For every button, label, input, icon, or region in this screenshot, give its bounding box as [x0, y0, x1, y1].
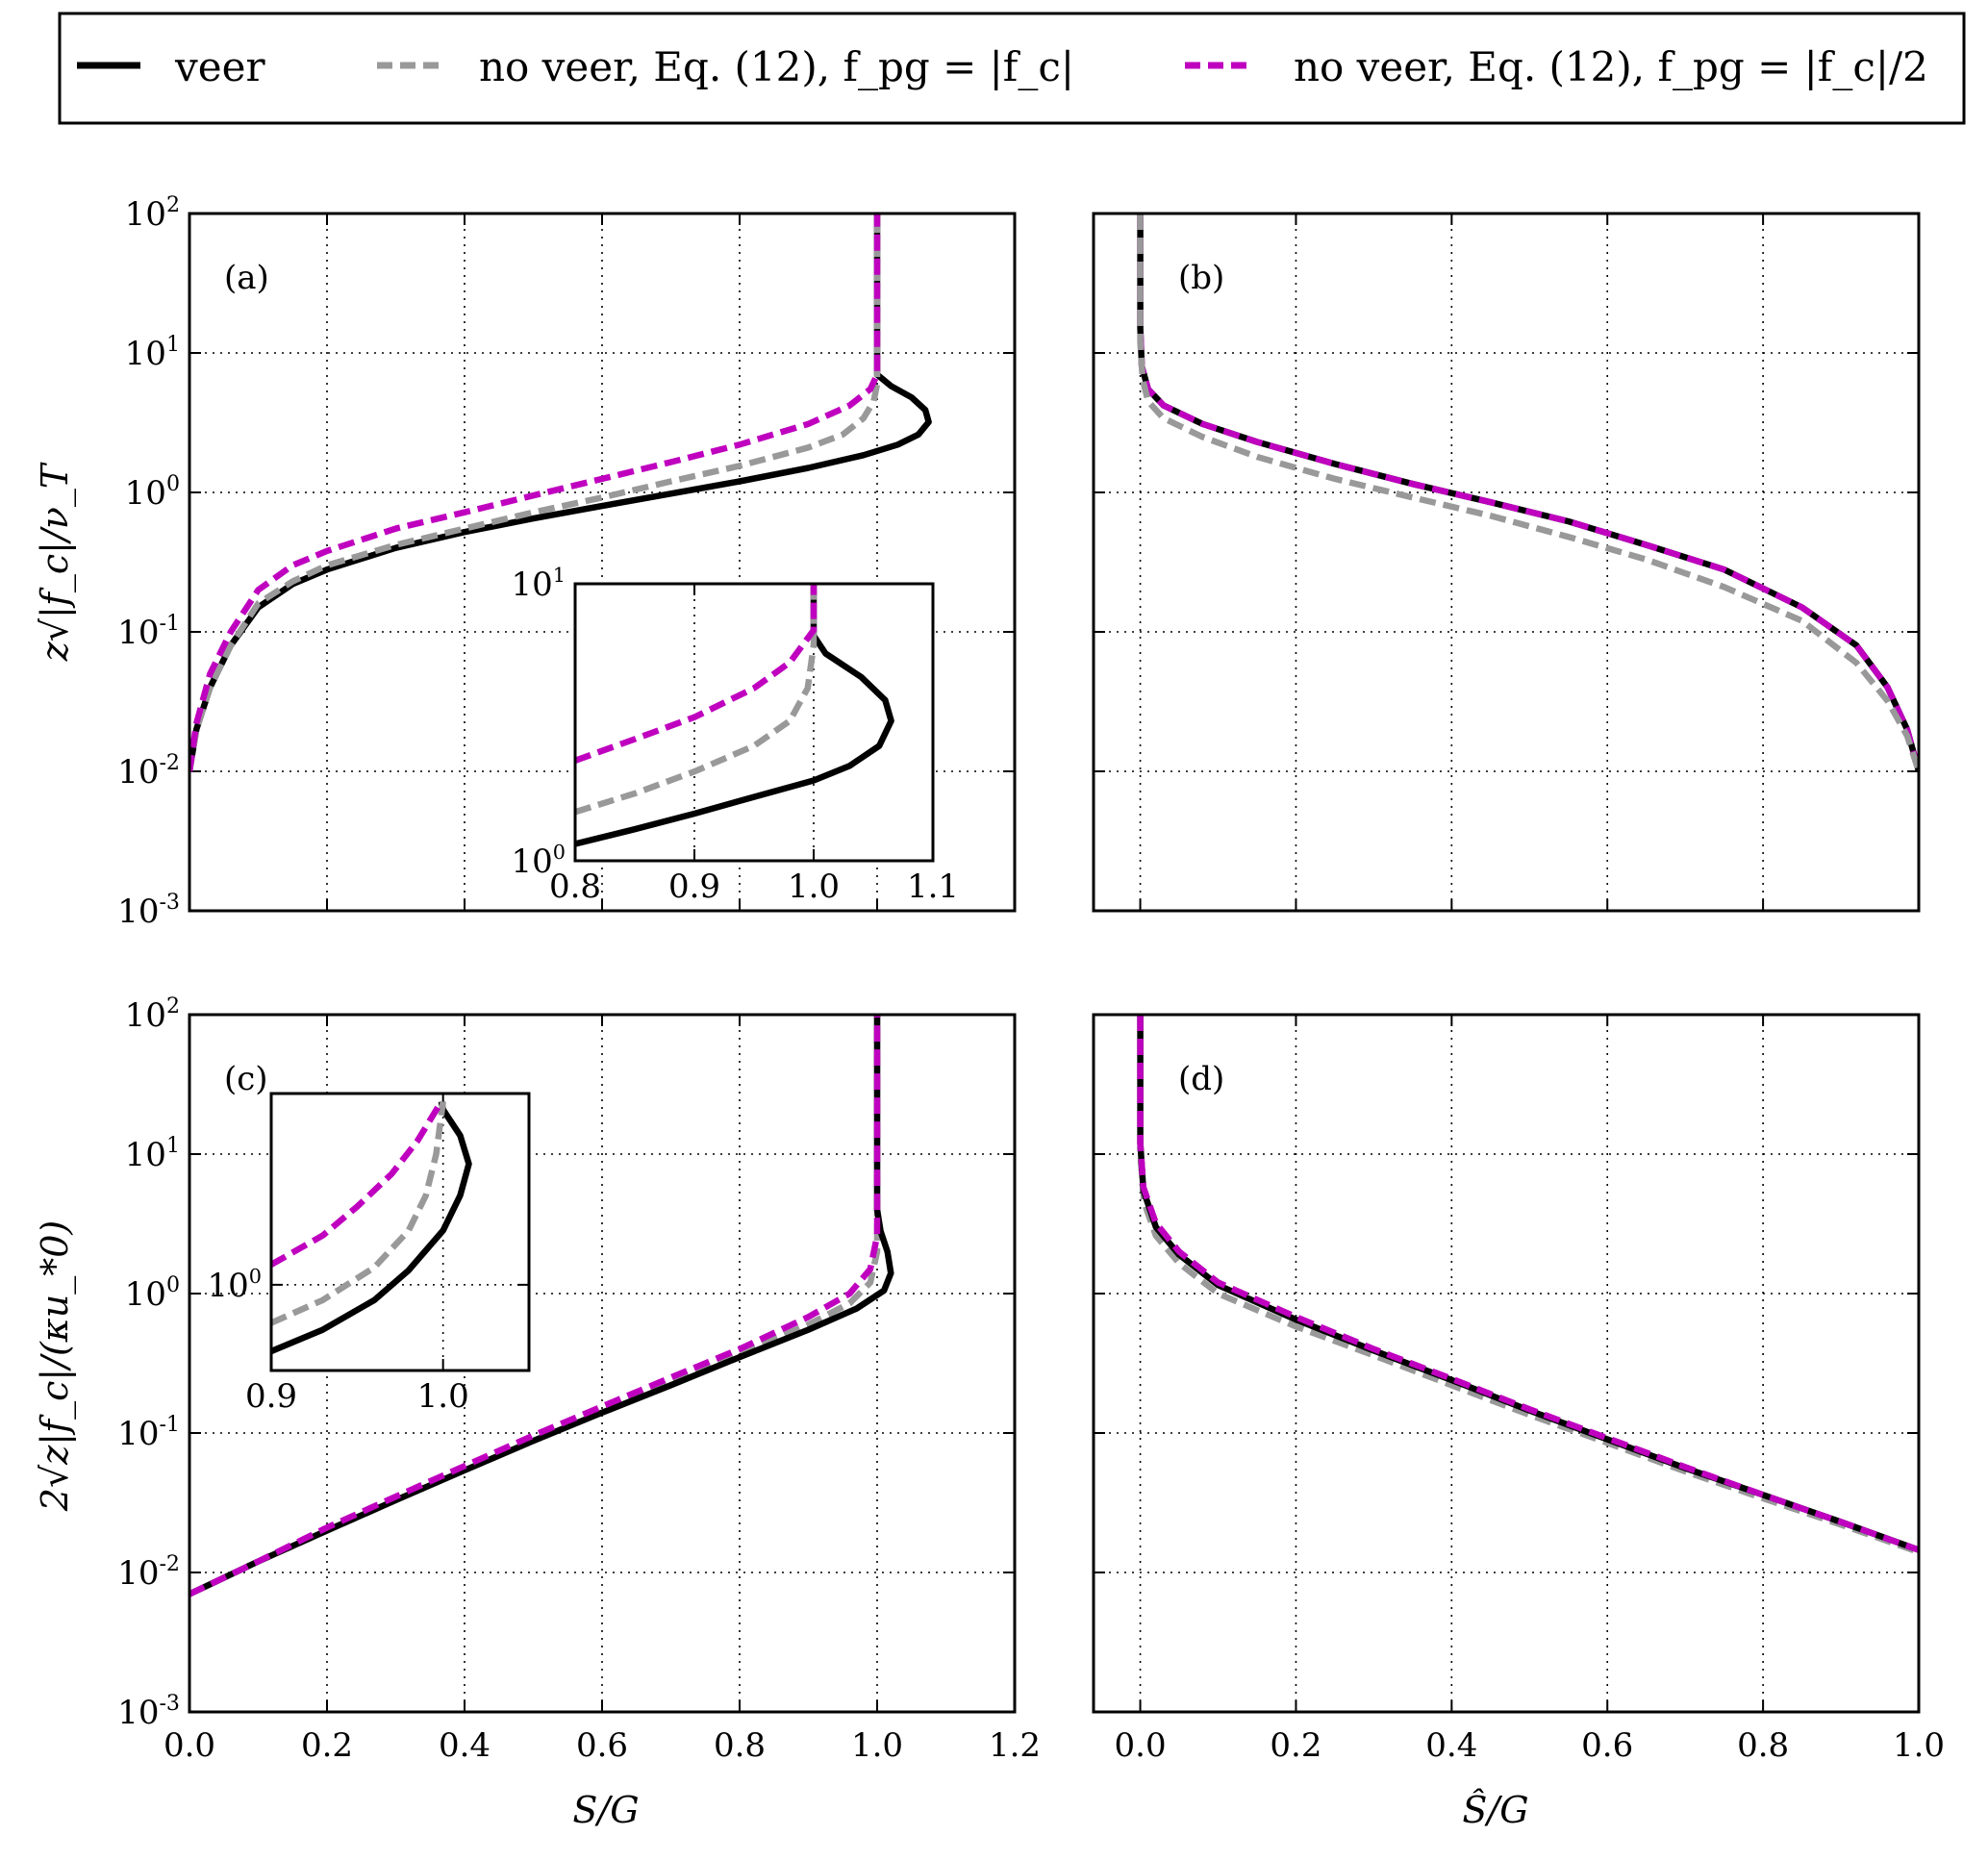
panel-c-inset-xtick-label-0: 0.9 [245, 1377, 297, 1416]
panel-a-ytick-label-5: 102 [125, 192, 180, 234]
xlabel-left: S/G [572, 1789, 639, 1831]
panel-c-ytick-label-0: 10-3 [117, 1691, 180, 1732]
panel-a-series-nv2 [189, 214, 881, 772]
panel-a-series-nv1 [189, 214, 881, 772]
panel-d-xtick-label-0: 0.0 [1115, 1726, 1167, 1765]
panel-a-ytick-label-2: 10-1 [117, 611, 180, 652]
panel-c-inset: 0.9 1.0 100 [208, 1092, 531, 1416]
panel-a-inset-frame [573, 582, 935, 863]
panel-d-series-nv2 [1137, 1015, 1919, 1553]
panel-a-ytick-label-4: 101 [125, 332, 180, 373]
panel-b: (b) [1092, 212, 1921, 913]
panel-d-series-group [1137, 1015, 1919, 1555]
panel-c-inset-series-nv1 [271, 1100, 446, 1326]
panel-a-inset-xtick-label-1: 0.9 [668, 868, 720, 906]
panel-a-inset-series-group [575, 584, 894, 847]
panel-a: 10-3 10-2 10-1 100 101 102 (a) 0.8 0.9 1.0 1.1 100 1… [117, 192, 1017, 931]
panel-c-ytick-label-1: 10-2 [117, 1551, 180, 1593]
panel-d-xtick-label-1: 0.2 [1270, 1726, 1321, 1765]
panel-c-ytick-label-3: 100 [125, 1272, 180, 1314]
panel-d: 0.0 0.2 0.4 0.6 0.8 1.0 (d) [1092, 1013, 1945, 1765]
panel-c-xtick-label-3: 0.6 [576, 1726, 628, 1765]
panel-a-inset-xtick-label-3: 1.1 [907, 868, 959, 906]
panel-c-frame [188, 1013, 1017, 1714]
panel-c-series-group [189, 1015, 894, 1597]
panel-c-inset-ytick-label-0: 100 [208, 1265, 263, 1305]
panel-c-xtick-label-2: 0.4 [439, 1726, 491, 1765]
panel-b-label: (b) [1178, 259, 1224, 297]
panel-a-inset-background [575, 584, 933, 861]
panel-d-xtick-label-2: 0.4 [1425, 1726, 1477, 1765]
panel-a-inset-ytick-label-1: 101 [512, 564, 566, 604]
panel-a-series-veer [189, 214, 932, 772]
panel-a-inset-xtick-label-2: 1.0 [788, 868, 840, 906]
xlabel-right: Ŝ/G [1462, 1789, 1528, 1831]
panel-c-xtick-label-4: 0.8 [714, 1726, 766, 1765]
panel-a-frame [188, 212, 1017, 913]
panel-c-series-nv2 [189, 1015, 881, 1597]
legend-label-nv2: no veer, Eq. (12), f_pg = |f_c|/2 [1294, 43, 1928, 90]
legend-label-nv1: no veer, Eq. (12), f_pg = |f_c| [479, 43, 1074, 90]
panel-a-inset: 0.8 0.9 1.0 1.1 100 101 [512, 564, 960, 906]
panel-a-inset-series-nv2 [575, 584, 818, 764]
panel-d-background [1094, 1015, 1919, 1712]
panel-c-ytick-label-4: 101 [125, 1133, 180, 1174]
panel-d-frame [1092, 1013, 1921, 1714]
panel-c-label: (c) [224, 1060, 268, 1098]
panel-c-inset-series-veer [271, 1100, 472, 1354]
panel-c-xtick-label-1: 0.2 [301, 1726, 353, 1765]
panel-c: 0.0 0.2 0.4 0.6 0.8 1.0 1.2 10-3 10-2 10-1 100 101 1… [117, 993, 1041, 1765]
panel-b-series-nv1 [1137, 214, 1919, 773]
panel-a-ytick-label-1: 10-2 [117, 750, 180, 792]
ylabel-bottom: 2√z|f_c|/(κu_*0) [34, 1220, 77, 1512]
panel-c-ytick-label-2: 10-1 [117, 1412, 180, 1453]
panel-b-frame [1092, 212, 1921, 913]
panel-d-xtick-label-4: 0.8 [1737, 1726, 1789, 1765]
panel-d-xtick-label-5: 1.0 [1893, 1726, 1945, 1765]
panel-d-xtick-label-3: 0.6 [1581, 1726, 1633, 1765]
panel-c-inset-background [271, 1094, 529, 1371]
legend-label-veer: veer [174, 43, 265, 90]
panel-c-inset-series-nv2 [271, 1099, 444, 1268]
panel-b-series-group [1137, 214, 1919, 773]
panel-a-label: (a) [224, 259, 269, 297]
panel-b-background [1094, 214, 1919, 911]
panel-c-inset-xtick-label-1: 1.0 [417, 1377, 469, 1416]
panel-c-xtick-label-5: 1.0 [851, 1726, 903, 1765]
panel-a-inset-xtick-label-0: 0.8 [549, 868, 601, 906]
panel-d-label: (d) [1178, 1060, 1224, 1098]
panel-c-xtick-label-0: 0.0 [164, 1726, 215, 1765]
panel-a-ytick-label-0: 10-3 [117, 890, 180, 931]
panel-c-inset-series-group [271, 1099, 472, 1354]
panel-c-xtick-label-6: 1.2 [989, 1726, 1041, 1765]
ylabel-top: z√|f_c|/ν_T [34, 462, 77, 662]
panel-a-series-group [189, 214, 932, 772]
panel-a-ytick-label-3: 100 [125, 471, 180, 513]
panel-a-inset-series-nv1 [575, 584, 818, 816]
panel-c-inset-frame [269, 1092, 531, 1372]
legend: veer no veer, Eq. (12), f_pg = |f_c| no … [58, 12, 1966, 125]
panel-c-ytick-label-5: 102 [125, 993, 180, 1035]
panel-a-inset-series-veer [575, 584, 894, 847]
panel-a-inset-ytick-label-0: 100 [512, 841, 566, 881]
